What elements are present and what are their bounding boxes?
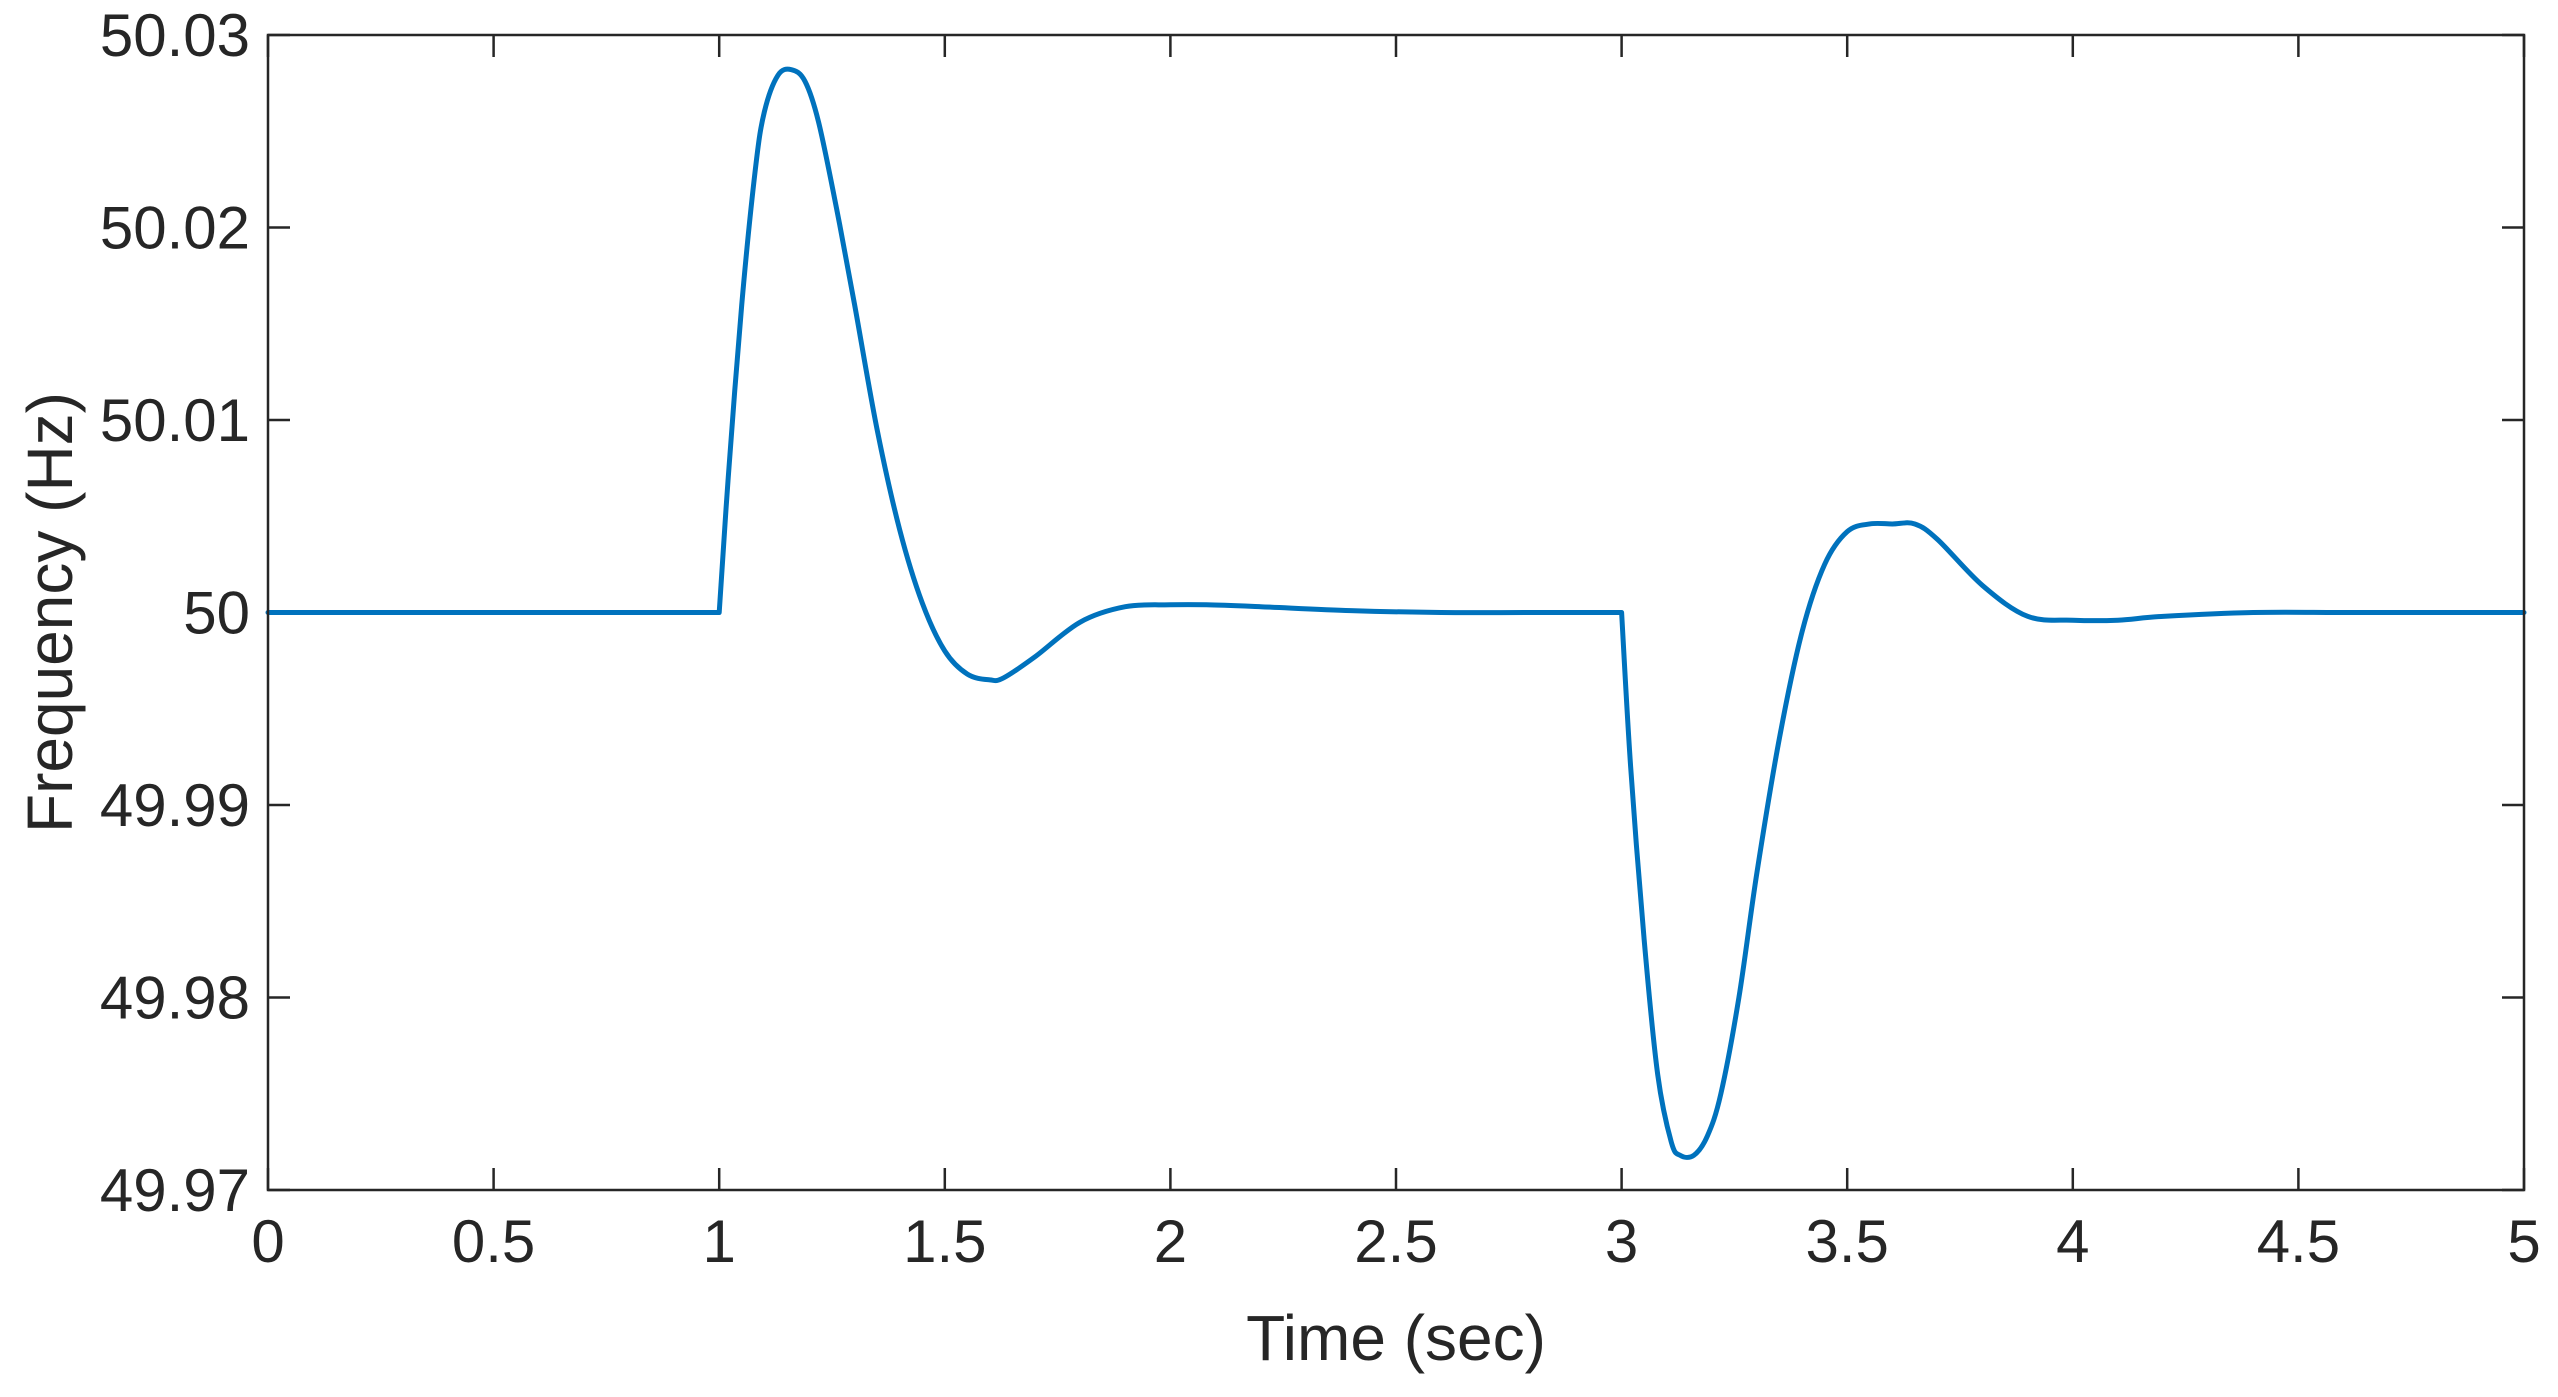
frequency-series-line	[265, 66, 2527, 1160]
y-tick-label: 50.01	[100, 387, 250, 454]
x-tick-label: 1.5	[903, 1208, 986, 1275]
y-tick-label: 50.03	[100, 2, 250, 69]
x-tick-label: 3.5	[1805, 1208, 1888, 1275]
x-tick-label: 4	[2056, 1208, 2089, 1275]
x-tick-label: 5	[2507, 1208, 2540, 1275]
x-tick-label: 3	[1605, 1208, 1638, 1275]
x-tick-labels: 0 0.5 1 1.5 2 2.5 3 3.5 4 4.5 5	[251, 1208, 2540, 1275]
x-tick-label: 2	[1154, 1208, 1187, 1275]
x-tick-label: 1	[703, 1208, 736, 1275]
y-tick-label: 49.97	[100, 1157, 250, 1224]
x-tick-label: 4.5	[2257, 1208, 2340, 1275]
x-tick-label: 2.5	[1354, 1208, 1437, 1275]
y-tick-label: 49.99	[100, 772, 250, 839]
x-tick-label: 0.5	[452, 1208, 535, 1275]
y-tick-label: 50.02	[100, 195, 250, 262]
y-tick-label: 49.98	[100, 965, 250, 1032]
y-tick-labels: 49.97 49.98 49.99 50 50.01 50.02 50.03	[100, 2, 250, 1224]
axes-box	[266, 33, 2526, 1192]
y-axis-label: Frequency (Hz)	[14, 392, 86, 833]
x-axis-label: Time (sec)	[1246, 1302, 1546, 1374]
y-tick-label: 50	[183, 580, 250, 647]
plot-area	[265, 66, 2527, 1160]
x-tick-label: 0	[251, 1208, 284, 1275]
